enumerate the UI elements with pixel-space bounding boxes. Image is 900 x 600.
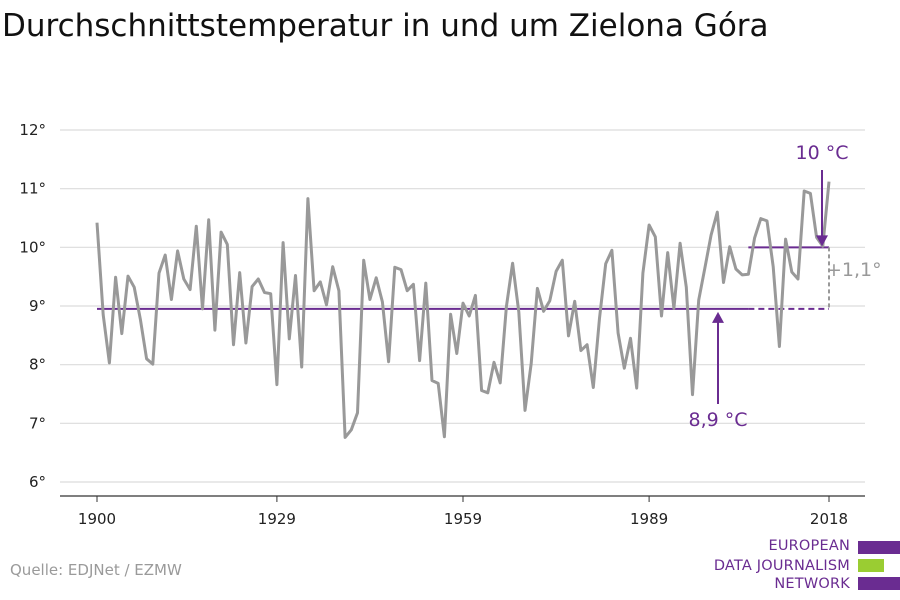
y-tick-label: 12° bbox=[19, 121, 46, 139]
y-tick-label: 10° bbox=[19, 238, 46, 256]
x-tick-label: 1959 bbox=[444, 510, 482, 528]
y-tick-label: 6° bbox=[29, 473, 46, 491]
x-tick-label: 1929 bbox=[258, 510, 296, 528]
annotation-difference-label: +1,1° bbox=[826, 259, 882, 281]
axes: 6° 7° 8° 9° 10° 11° 12° 1900 1929 1959 1989 2018 bbox=[19, 121, 865, 528]
annotations: 10 °C 8,9 °C +1,1° bbox=[688, 142, 881, 431]
y-tick-label: 7° bbox=[29, 414, 46, 432]
source-note: Quelle: EDJNet / EZMW bbox=[10, 561, 182, 579]
logo-bar-1 bbox=[858, 541, 900, 554]
logo-line-2: DATA JOURNALISM bbox=[713, 558, 850, 574]
logo-line-3: NETWORK bbox=[774, 576, 850, 592]
logo-bar-2 bbox=[858, 559, 884, 572]
annotation-8-9c-arrowhead bbox=[712, 311, 724, 323]
y-tick-label: 9° bbox=[29, 297, 46, 315]
annotation-10c-arrowhead bbox=[816, 235, 828, 247]
grid-lines bbox=[60, 129, 865, 483]
series-layer bbox=[95, 181, 831, 439]
annotation-8-9c-label: 8,9 °C bbox=[688, 409, 747, 431]
x-tick-label: 2018 bbox=[810, 510, 848, 528]
x-tick-label: 1900 bbox=[78, 510, 116, 528]
y-tick-label: 11° bbox=[19, 180, 46, 198]
annotation-10c-label: 10 °C bbox=[796, 142, 849, 164]
x-tick-label: 1989 bbox=[630, 510, 668, 528]
edjnet-logo[interactable]: EUROPEAN DATA JOURNALISM NETWORK bbox=[700, 538, 900, 598]
chart-title: Durchschnittstemperatur in und um Zielon… bbox=[2, 8, 769, 44]
logo-bar-3 bbox=[858, 577, 900, 590]
temperature-series-line bbox=[95, 181, 831, 439]
y-tick-label: 8° bbox=[29, 356, 46, 374]
logo-line-1: EUROPEAN bbox=[768, 538, 850, 554]
